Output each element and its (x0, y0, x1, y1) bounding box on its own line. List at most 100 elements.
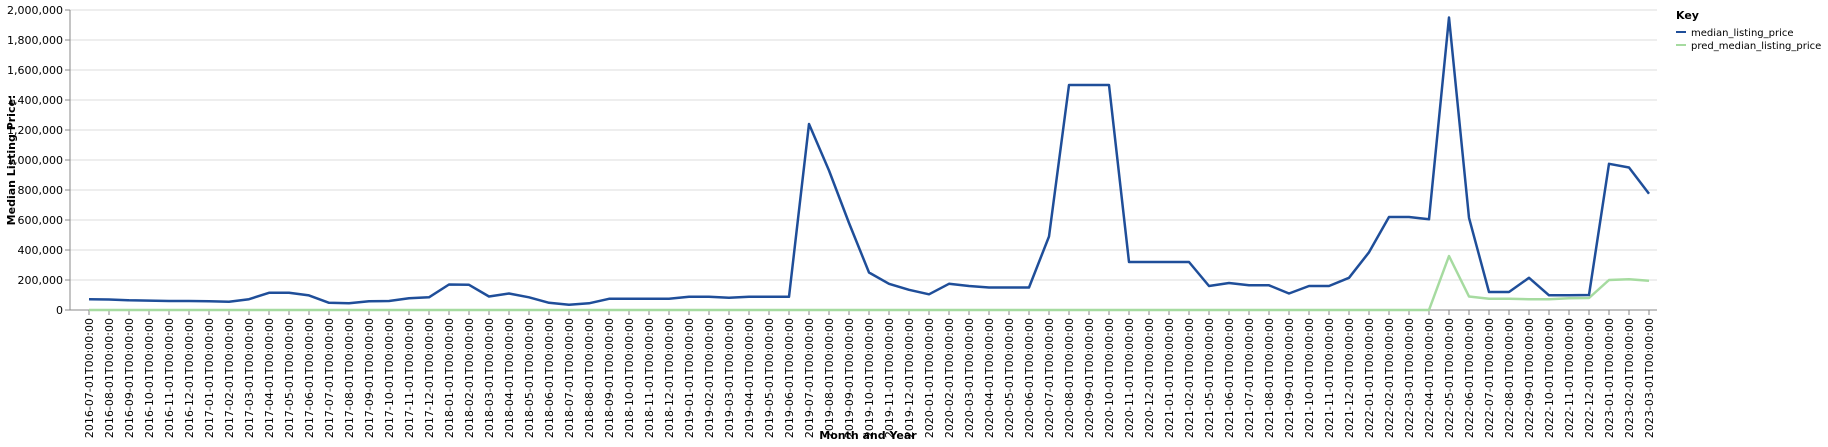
x-tick-label: 2018-04-01T00:00:00 (503, 318, 516, 438)
x-tick-label: 2021-07-01T00:00:00 (1243, 318, 1256, 438)
gridlines (70, 9, 1657, 311)
x-tick-label: 2023-03-01T00:00:00 (1643, 318, 1656, 438)
legend-label: median_listing_price (1691, 28, 1794, 39)
x-tick-label: 2021-01-01T00:00:00 (1163, 318, 1176, 438)
x-tick-label: 2017-06-01T00:00:00 (303, 318, 316, 438)
y-axis-title: Median Listing Price: (5, 95, 18, 226)
x-tick-label: 2020-09-01T00:00:00 (1083, 318, 1096, 438)
x-tick-label: 2020-12-01T00:00:00 (1143, 318, 1156, 438)
x-tick-label: 2019-09-01T00:00:00 (843, 318, 856, 438)
x-tick-label: 2022-01-01T00:00:00 (1363, 318, 1376, 438)
x-tick-label: 2016-12-01T00:00:00 (183, 318, 196, 438)
x-tick-label: 2017-04-01T00:00:00 (263, 318, 276, 438)
y-tick-label: 0 (56, 304, 63, 317)
x-tick-label: 2020-05-01T00:00:00 (1003, 318, 1016, 438)
x-tick-label: 2020-01-01T00:00:00 (923, 318, 936, 438)
x-tick-label: 2018-11-01T00:00:00 (643, 318, 656, 438)
y-tick-label: 400,000 (18, 244, 64, 257)
x-tick-label: 2021-12-01T00:00:00 (1343, 318, 1356, 438)
x-tick-label: 2020-06-01T00:00:00 (1023, 318, 1036, 438)
x-tick-label: 2017-07-01T00:00:00 (323, 318, 336, 438)
x-tick-label: 2019-05-01T00:00:00 (763, 318, 776, 438)
y-tick-label: 1,200,000 (7, 124, 63, 137)
y-tick-label: 1,800,000 (7, 34, 63, 47)
x-axis-title: Month and Year (819, 429, 917, 442)
x-tick-label: 2023-01-01T00:00:00 (1603, 318, 1616, 438)
x-tick-label: 2019-06-01T00:00:00 (783, 318, 796, 438)
y-tick-label: 1,400,000 (7, 94, 63, 107)
x-tick-label: 2018-03-01T00:00:00 (483, 318, 496, 438)
x-tick-label: 2022-09-01T00:00:00 (1523, 318, 1536, 438)
x-tick-label: 2022-06-01T00:00:00 (1463, 318, 1476, 438)
x-tick-label: 2020-07-01T00:00:00 (1043, 318, 1056, 438)
x-tick-label: 2016-11-01T00:00:00 (163, 318, 176, 438)
x-tick-label: 2020-04-01T00:00:00 (983, 318, 996, 438)
x-tick-label: 2021-02-01T00:00:00 (1183, 318, 1196, 438)
series-line-median-listing-price (88, 16, 1650, 307)
x-tick-label: 2022-03-01T00:00:00 (1403, 318, 1416, 438)
legend-title: Key (1676, 9, 1699, 22)
x-tick-label: 2016-10-01T00:00:00 (143, 318, 156, 438)
x-tick-label: 2018-01-01T00:00:00 (443, 318, 456, 438)
x-tick-label: 2017-03-01T00:00:00 (243, 318, 256, 438)
x-tick-label: 2021-08-01T00:00:00 (1263, 318, 1276, 438)
x-tick-label: 2019-10-01T00:00:00 (863, 318, 876, 438)
x-tick-label: 2017-05-01T00:00:00 (283, 318, 296, 438)
x-tick-label: 2019-01-01T00:00:00 (683, 318, 696, 438)
legend: Key median_listing_price pred_median_list… (1676, 9, 1821, 52)
x-tick-label: 2018-12-01T00:00:00 (663, 318, 676, 438)
y-tick-label: 600,000 (18, 214, 64, 227)
x-tick-label: 2022-12-01T00:00:00 (1583, 318, 1596, 438)
x-tick-label: 2018-07-01T00:00:00 (563, 318, 576, 438)
x-tick-label: 2020-10-01T00:00:00 (1103, 318, 1116, 438)
x-tick-label: 2018-09-01T00:00:00 (603, 318, 616, 438)
legend-label: pred_median_listing_price (1691, 41, 1821, 52)
x-tick-label: 2022-10-01T00:00:00 (1543, 318, 1556, 438)
x-tick-label: 2021-09-01T00:00:00 (1283, 318, 1296, 438)
y-tick-label: 800,000 (18, 184, 64, 197)
y-axis-ticks: 0 200,000 400,000 600,000 800,000 1,000,000 1,… (7, 4, 70, 317)
y-tick-label: 1,600,000 (7, 64, 63, 77)
y-tick-label: 2,000,000 (7, 4, 63, 17)
y-tick-label: 1,000,000 (7, 154, 63, 167)
x-tick-label: 2020-11-01T00:00:00 (1123, 318, 1136, 438)
x-tick-label: 2017-10-01T00:00:00 (383, 318, 396, 438)
x-tick-label: 2017-02-01T00:00:00 (223, 318, 236, 438)
x-tick-label: 2018-08-01T00:00:00 (583, 318, 596, 438)
series-line-pred-median-listing-price (89, 254, 1650, 312)
x-tick-label: 2022-05-01T00:00:00 (1443, 318, 1456, 438)
y-tick-label: 200,000 (18, 274, 64, 287)
x-tick-label: 2018-10-01T00:00:00 (623, 318, 636, 438)
x-tick-label: 2022-11-01T00:00:00 (1563, 318, 1576, 438)
x-tick-label: 2023-02-01T00:00:00 (1623, 318, 1636, 438)
x-tick-label: 2017-09-01T00:00:00 (363, 318, 376, 438)
x-tick-label: 2021-10-01T00:00:00 (1303, 318, 1316, 438)
x-tick-label: 2019-03-01T00:00:00 (723, 318, 736, 438)
x-tick-label: 2022-02-01T00:00:00 (1383, 318, 1396, 438)
x-tick-label: 2018-02-01T00:00:00 (463, 318, 476, 438)
x-tick-label: 2019-07-01T00:00:00 (803, 318, 816, 438)
x-tick-label: 2019-12-01T00:00:00 (903, 318, 916, 438)
x-tick-label: 2019-02-01T00:00:00 (703, 318, 716, 438)
x-tick-label: 2021-05-01T00:00:00 (1203, 318, 1216, 438)
x-tick-label: 2019-11-01T00:00:00 (883, 318, 896, 438)
x-tick-label: 2022-07-01T00:00:00 (1483, 318, 1496, 438)
x-tick-label: 2020-08-01T00:00:00 (1063, 318, 1076, 438)
x-tick-label: 2022-04-01T00:00:00 (1423, 318, 1436, 438)
x-tick-label: 2016-08-01T00:00:00 (103, 318, 116, 438)
x-tick-label: 2019-08-01T00:00:00 (823, 318, 836, 438)
x-tick-label: 2017-12-01T00:00:00 (423, 318, 436, 438)
x-tick-label: 2017-11-01T00:00:00 (403, 318, 416, 438)
x-tick-label: 2022-08-01T00:00:00 (1503, 318, 1516, 438)
x-tick-label: 2019-04-01T00:00:00 (743, 318, 756, 438)
x-tick-label: 2018-05-01T00:00:00 (523, 318, 536, 438)
series-lines (88, 16, 1650, 312)
x-tick-label: 2017-01-01T00:00:00 (203, 318, 216, 438)
x-tick-label: 2016-09-01T00:00:00 (123, 318, 136, 438)
x-tick-label: 2018-06-01T00:00:00 (543, 318, 556, 438)
x-tick-label: 2020-02-01T00:00:00 (943, 318, 956, 438)
x-tick-label: 2021-06-01T00:00:00 (1223, 318, 1236, 438)
x-tick-label: 2017-08-01T00:00:00 (343, 318, 356, 438)
x-tick-label: 2021-11-01T00:00:00 (1323, 318, 1336, 438)
